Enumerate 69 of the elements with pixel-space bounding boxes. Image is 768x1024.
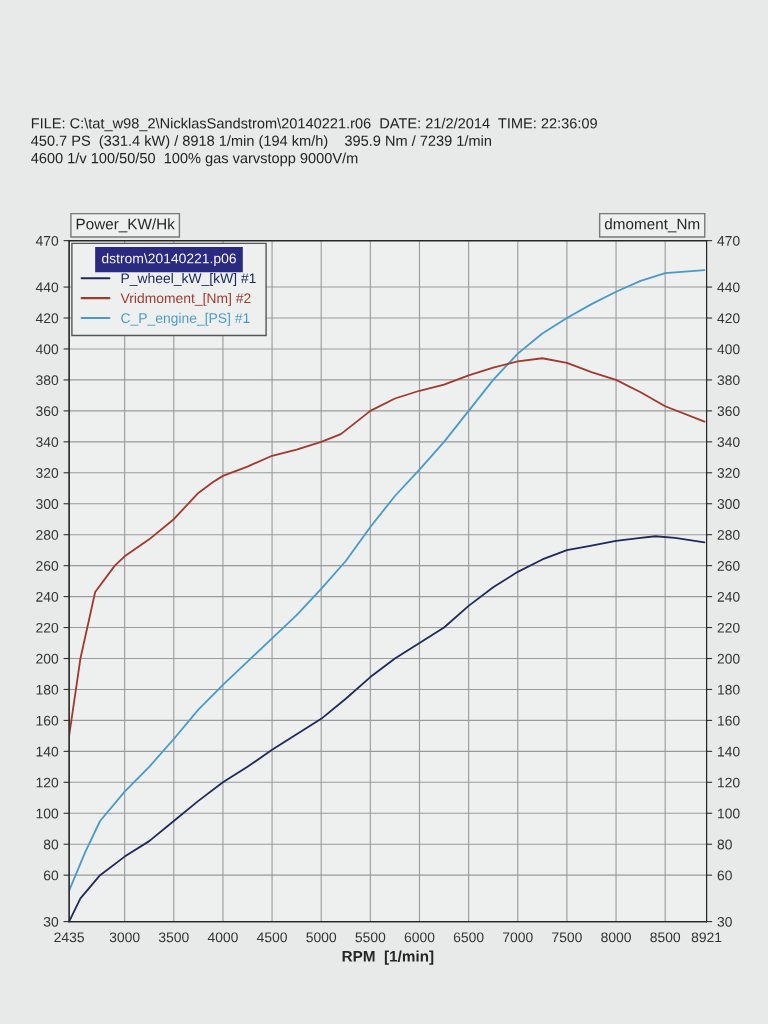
y2-tick-label: 100: [718, 808, 740, 819]
x-tick-label: 3500: [158, 932, 189, 943]
y-tick-label: 470: [35, 235, 59, 246]
x-tick-label: 6500: [453, 932, 484, 943]
y-tick-label: 160: [36, 715, 59, 726]
y-tick-label: 440: [35, 282, 59, 293]
y2-tick-label: 200: [717, 653, 740, 664]
legend-label: Vridmoment_[Nm] #2: [120, 292, 251, 306]
y2-tick-label: 300: [717, 499, 740, 509]
y2-tick-label: 440: [717, 282, 740, 293]
y2-tick-label: 180: [718, 684, 740, 695]
y-tick-label: 380: [36, 375, 59, 386]
x-tick-label: 4000: [207, 932, 238, 943]
y-tick-label: 260: [36, 560, 59, 571]
x-tick-label: 2435: [54, 932, 84, 943]
text: FILE: C:\tat_w98_2\NicklasSandstrom\20140221.r06 DATE: 21/2/2014 TIME: 22:36:09: [31, 117, 597, 132]
y-tick-label: 360: [36, 406, 59, 417]
text: 4600 1/v 100/50/50 100% gas varvstopp 9000V/m: [31, 152, 358, 167]
x-tick-label: 7500: [552, 932, 582, 943]
y-tick-label: 220: [36, 622, 59, 633]
x-axis-title: RPM [1/min]: [342, 950, 434, 965]
y-tick-label: 240: [36, 591, 59, 602]
x-tick-label: 6000: [404, 932, 435, 943]
y2-tick-label: 360: [717, 406, 740, 417]
line-series: [69, 269, 706, 892]
y-tick-label: 80: [43, 839, 59, 850]
y-tick-label: 300: [36, 499, 59, 509]
legend-label: C_P_engine_[PS] #1: [121, 312, 250, 326]
y-tick-label: 180: [36, 684, 59, 695]
y-tick-label: 200: [36, 653, 59, 664]
y2-tick-label: 260: [717, 560, 740, 571]
x-tick-label: 3000: [109, 932, 140, 943]
y-tick-label: 420: [35, 313, 59, 324]
y-tick-label: 140: [36, 746, 59, 757]
y-tick-label: 320: [36, 468, 59, 478]
y2-tick-label: 320: [717, 468, 740, 478]
y-axis-title: Power_KW/Hk: [76, 218, 175, 233]
y2-axis-title: dmoment_Nm: [604, 218, 700, 233]
y2-tick-label: 80: [717, 839, 732, 850]
y-tick-label: 30: [43, 916, 59, 927]
y2-tick-label: 120: [718, 777, 740, 788]
y2-tick-label: 280: [717, 530, 740, 540]
y2-tick-label: 380: [717, 375, 740, 386]
y-tick-label: 120: [36, 777, 59, 788]
y2-tick-label: 420: [717, 313, 740, 324]
y2-tick-label: 220: [717, 622, 740, 633]
x-tick-label: 5500: [355, 932, 386, 943]
y-tick-label: 100: [36, 808, 59, 819]
legend-title: dstrom\20140221.p06: [102, 253, 236, 267]
legend-label: P_wheel_kW_[kW] #1: [121, 273, 256, 286]
y-tick-label: 280: [36, 530, 59, 540]
x-tick-label: 5000: [306, 932, 337, 943]
y-tick-label: 400: [35, 344, 59, 355]
x-tick-label: 8000: [601, 932, 631, 943]
y2-tick-label: 60: [717, 870, 732, 881]
y2-tick-label: 30: [717, 916, 732, 927]
x-tick-label: 8500: [650, 932, 681, 943]
y2-tick-label: 140: [718, 746, 740, 757]
y2-tick-label: 470: [717, 235, 740, 246]
y2-tick-label: 340: [717, 437, 740, 447]
y-tick-label: 340: [36, 437, 59, 447]
x-tick-label: 7000: [503, 932, 533, 943]
y2-tick-label: 240: [717, 591, 740, 602]
text: 450.7 PS (331.4 kW) / 8918 1/min (194 km/h) 395.9 Nm / 7239 1/min: [31, 135, 491, 149]
x-tick-label: 4500: [256, 932, 287, 943]
x-tick-label: 8921: [691, 932, 722, 943]
y2-tick-label: 400: [717, 344, 740, 355]
y-tick-label: 60: [43, 870, 59, 881]
y2-tick-label: 160: [718, 715, 740, 726]
